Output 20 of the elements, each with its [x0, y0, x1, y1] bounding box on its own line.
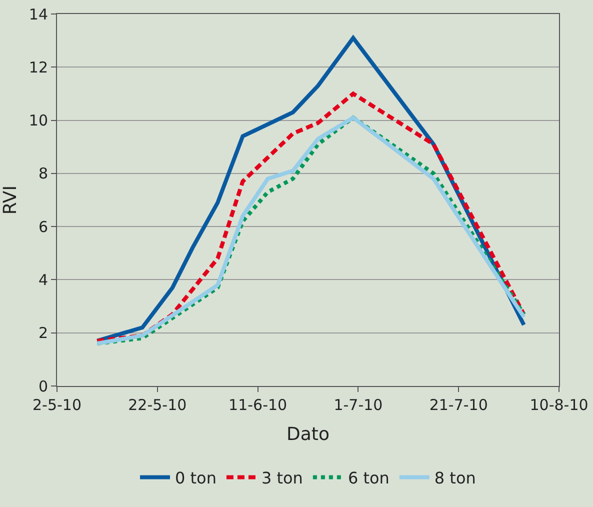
y-tick-label: 8 — [38, 164, 48, 183]
y-tick-label: 12 — [28, 58, 48, 76]
x-axis-title: Dato — [286, 424, 330, 446]
legend-label: 8 ton — [434, 468, 476, 488]
legend-label: 6 ton — [348, 468, 390, 488]
y-tick-label: 4 — [38, 270, 48, 289]
y-axis-title: RVI — [0, 185, 21, 215]
legend-label: 0 ton — [175, 468, 216, 488]
y-tick-label: 14 — [28, 5, 48, 24]
y-tick-label: 6 — [38, 218, 48, 236]
x-tick-label: 22-5-10 — [128, 396, 187, 414]
x-tick-label: 21-7-10 — [429, 396, 488, 414]
x-tick-label: 1-7-10 — [334, 396, 383, 414]
x-tick-label: 11-6-10 — [228, 396, 288, 414]
y-tick-label: 2 — [38, 324, 48, 342]
y-tick-label: 0 — [38, 377, 48, 396]
x-tick-label: 2-5-10 — [32, 396, 82, 414]
x-tick-label: 10-8-10 — [530, 396, 588, 414]
y-tick-label: 10 — [28, 112, 48, 130]
legend-label: 3 ton — [261, 468, 303, 488]
